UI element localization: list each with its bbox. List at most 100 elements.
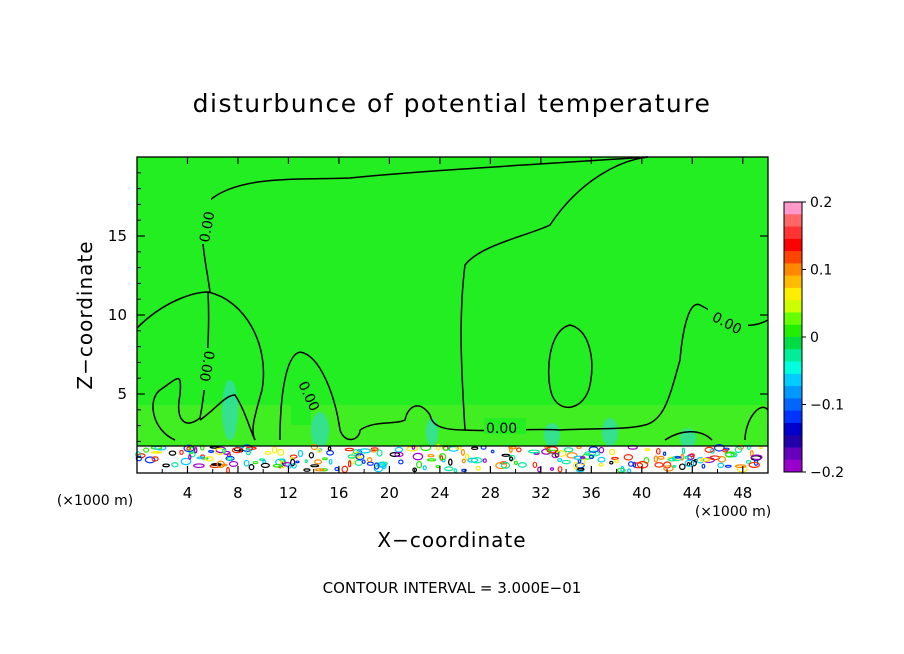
x-tick-label: 32 xyxy=(531,484,550,502)
surface-eddy xyxy=(566,452,578,459)
surface-eddy xyxy=(448,458,453,466)
surface-eddy xyxy=(259,458,266,462)
surface-eddy xyxy=(144,456,156,464)
surface-eddy xyxy=(243,459,250,467)
surface-eddy xyxy=(303,468,311,472)
contour-zero-main xyxy=(136,291,210,441)
surface-eddy xyxy=(308,452,315,459)
surface-eddy xyxy=(214,447,225,456)
surface-eddy xyxy=(636,461,649,469)
surface-eddy xyxy=(427,454,435,458)
x-tick-label: 44 xyxy=(683,484,702,502)
surface-eddy xyxy=(245,447,252,456)
colorbar-swatch xyxy=(784,422,802,436)
surface-eddy xyxy=(248,464,255,471)
surface-eddy xyxy=(588,454,595,460)
surface-eddy xyxy=(745,459,752,464)
surface-eddy xyxy=(609,448,616,456)
surface-eddy xyxy=(135,455,143,462)
surface-eddy xyxy=(208,450,215,454)
surface-eddy xyxy=(620,465,625,473)
surface-eddy xyxy=(180,457,192,466)
colorbar-swatch xyxy=(784,361,802,375)
x-tick-label: 40 xyxy=(632,484,651,502)
colorbar-swatch xyxy=(784,287,802,301)
colorbar-swatch xyxy=(784,263,802,277)
surface-eddy xyxy=(310,443,319,451)
surface-eddy xyxy=(546,446,559,454)
cyan-plumes xyxy=(222,380,696,448)
surface-eddy xyxy=(551,452,560,459)
surface-eddy xyxy=(347,460,352,468)
surface-eddy xyxy=(588,446,599,453)
surface-eddy xyxy=(193,463,205,469)
surface-eddy xyxy=(495,461,508,470)
surface-eddy xyxy=(272,463,283,468)
surface-eddy xyxy=(412,452,424,461)
surface-eddy xyxy=(597,456,606,463)
surface-eddy xyxy=(653,455,659,463)
surface-eddy xyxy=(310,464,320,468)
x-tick-label: 24 xyxy=(430,484,449,502)
colorbar-swatch xyxy=(784,202,802,215)
surface-eddy xyxy=(366,457,373,463)
surface-eddy xyxy=(662,451,667,456)
surface-eddy xyxy=(475,465,481,471)
x-tick-label: 48 xyxy=(733,484,752,502)
surface-eddy xyxy=(470,457,483,464)
surface-eddy xyxy=(183,444,195,453)
surface-eddy xyxy=(667,457,676,462)
surface-eddy xyxy=(724,464,732,468)
contour-zero-small xyxy=(744,406,769,441)
chart-title: disturbunce of potential temperature xyxy=(193,89,712,118)
surface-eddy xyxy=(442,444,451,451)
colorbar-tick-label: 0 xyxy=(810,330,819,346)
surface-eddy xyxy=(204,456,214,462)
surface-eddy xyxy=(168,450,177,456)
x-axis: 4 8 12 16 20 24 28 32 36 40 44 48 xyxy=(161,157,752,502)
surface-eddy xyxy=(672,464,677,468)
surface-eddy xyxy=(199,444,205,451)
surface-eddy xyxy=(398,459,404,465)
surface-eddy xyxy=(563,447,574,453)
surface-eddy xyxy=(734,464,747,469)
surface-noise-layer xyxy=(135,443,768,474)
contour-label: 0.00 xyxy=(486,421,517,437)
surface-eddy xyxy=(632,461,637,468)
surface-eddy xyxy=(422,465,427,471)
colorbar-swatch xyxy=(784,459,802,473)
contour-zero-bulge xyxy=(207,291,265,441)
colorbar-swatch xyxy=(784,226,802,240)
surface-eddy xyxy=(252,460,259,465)
surface-eddy xyxy=(327,446,332,451)
x-tick-label: 16 xyxy=(329,484,348,502)
surface-eddy xyxy=(464,453,470,461)
surface-eddy xyxy=(609,460,614,465)
surface-eddy xyxy=(317,448,322,453)
surface-eddy xyxy=(304,459,308,464)
colorbar-swatch xyxy=(784,373,802,387)
y-axis: 5 10 15 xyxy=(108,172,768,458)
surface-eddy xyxy=(674,456,682,459)
surface-eddy xyxy=(322,457,328,461)
surface-eddy xyxy=(611,456,619,460)
surface-eddy xyxy=(717,456,727,463)
colorbar-swatch xyxy=(784,447,802,461)
x-axis-label: X−coordinate xyxy=(377,528,526,552)
x-tick-label: 4 xyxy=(183,484,193,502)
surface-eddy xyxy=(228,460,239,467)
surface-eddy xyxy=(277,448,285,456)
surface-eddy xyxy=(709,455,721,461)
x-tick-label: 8 xyxy=(233,484,243,502)
surface-eddy xyxy=(722,448,729,453)
surface-eddy xyxy=(690,459,697,467)
surface-eddy xyxy=(701,463,706,469)
surface-eddy xyxy=(436,443,441,451)
surface-eddy xyxy=(532,461,538,469)
surface-eddy xyxy=(226,457,233,461)
surface-eddy xyxy=(557,466,563,473)
contour-zero-upper xyxy=(199,394,256,441)
surface-eddy xyxy=(501,453,511,457)
surface-eddy xyxy=(746,444,751,451)
